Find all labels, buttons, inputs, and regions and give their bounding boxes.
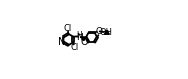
Text: O: O: [80, 37, 88, 47]
Text: Cl: Cl: [64, 24, 72, 33]
Text: H: H: [77, 31, 82, 40]
Text: OH: OH: [100, 28, 113, 37]
Text: N: N: [58, 37, 65, 47]
Text: O: O: [95, 27, 102, 36]
Text: N: N: [76, 33, 83, 42]
Text: Cl: Cl: [70, 43, 78, 52]
